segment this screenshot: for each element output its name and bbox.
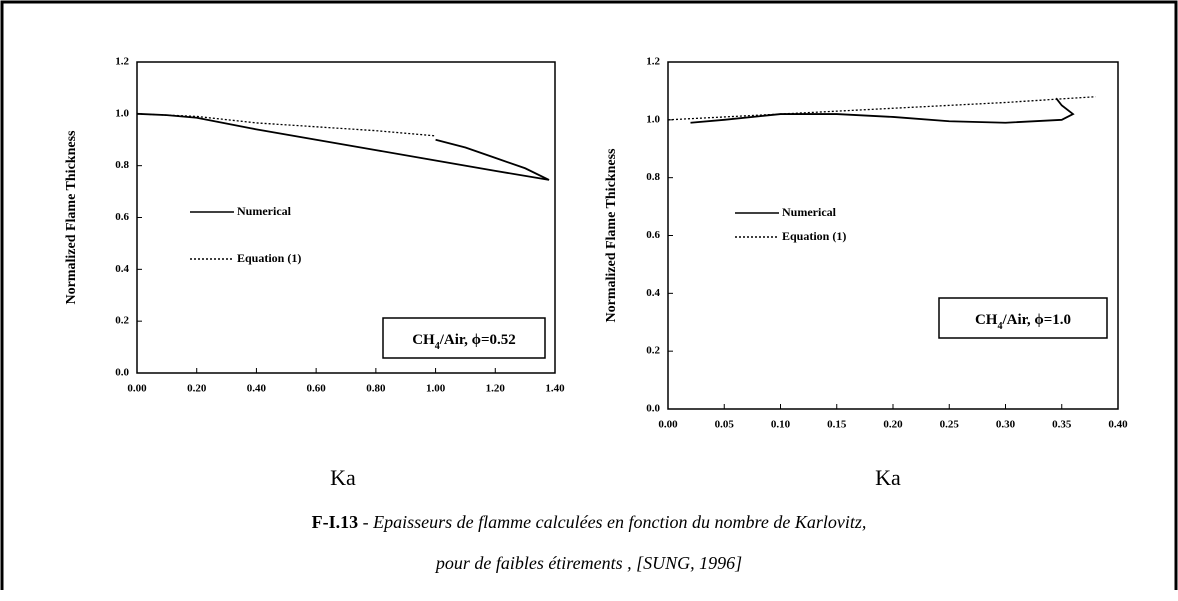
y-tick-label: 0.0 bbox=[646, 403, 660, 415]
x-tick-label: 0.35 bbox=[1052, 419, 1072, 431]
y-tick-label: 0.2 bbox=[115, 315, 129, 327]
x-axis-label: Ka bbox=[875, 465, 901, 490]
plot-frame bbox=[667, 61, 1119, 410]
x-tick-label: 1.20 bbox=[486, 383, 506, 395]
y-tick-label: 1.0 bbox=[115, 107, 129, 119]
y-tick-label: 0.6 bbox=[646, 229, 660, 241]
y-tick-label: 0.8 bbox=[646, 171, 660, 183]
annotation-box bbox=[938, 297, 1108, 339]
series-line bbox=[667, 96, 1096, 121]
x-tick-label: 0.40 bbox=[1108, 419, 1128, 431]
caption-label: F-I.13 bbox=[312, 512, 359, 532]
x-tick-label: 0.25 bbox=[940, 419, 960, 431]
y-tick-label: 1.2 bbox=[646, 56, 660, 68]
caption-separator: - bbox=[358, 512, 373, 532]
x-axis-label: Ka bbox=[330, 465, 356, 490]
y-tick-label: 0.2 bbox=[646, 345, 660, 357]
y-tick-label: 0.4 bbox=[646, 287, 660, 299]
annotation-part: CH bbox=[412, 332, 435, 348]
legend-label: Equation (1) bbox=[237, 251, 301, 265]
series-line bbox=[690, 97, 1075, 124]
x-tick-label: 0.80 bbox=[366, 383, 386, 395]
x-tick-label: 0.05 bbox=[715, 419, 735, 431]
legend-label: Numerical bbox=[782, 205, 837, 219]
annotation: CH4/Air, ϕ=1.0 bbox=[975, 312, 1071, 332]
series-line bbox=[136, 112, 550, 181]
annotation-part: CH bbox=[975, 312, 998, 328]
x-tick-label: 0.40 bbox=[247, 383, 267, 395]
x-tick-label: 0.15 bbox=[827, 419, 847, 431]
x-tick-label: 1.00 bbox=[426, 383, 446, 395]
legend-label: Numerical bbox=[237, 204, 292, 218]
y-tick-label: 1.0 bbox=[646, 113, 660, 125]
annotation-part: /Air, ϕ=0.52 bbox=[439, 332, 516, 348]
x-tick-label: 0.60 bbox=[307, 383, 327, 395]
caption-text: Epaisseurs de flamme calculées en foncti… bbox=[372, 512, 866, 532]
y-tick-label: 1.2 bbox=[115, 56, 129, 68]
legend-label: Equation (1) bbox=[782, 229, 846, 243]
y-tick-label: 0.4 bbox=[115, 263, 129, 275]
x-tick-label: 0.30 bbox=[996, 419, 1016, 431]
annotation-subscript: 4 bbox=[435, 341, 440, 352]
x-tick-label: 0.20 bbox=[187, 383, 207, 395]
series-line bbox=[136, 113, 436, 137]
x-tick-label: 0.20 bbox=[883, 419, 903, 431]
caption-line-1: F-I.13 - Epaisseurs de flamme calculées … bbox=[312, 512, 867, 532]
x-tick-label: 0.00 bbox=[658, 419, 678, 431]
annotation-box bbox=[382, 317, 546, 359]
annotation-subscript: 4 bbox=[997, 321, 1002, 332]
x-tick-label: 1.40 bbox=[545, 383, 565, 395]
x-tick-label: 0.10 bbox=[771, 419, 791, 431]
y-axis-label: Normalized Flame Thickness bbox=[64, 130, 79, 305]
annotation-part: /Air, ϕ=1.0 bbox=[1001, 312, 1071, 328]
x-tick-label: 0.00 bbox=[127, 383, 147, 395]
y-axis-label: Normalized Flame Thickness bbox=[604, 148, 619, 323]
y-tick-label: 0.6 bbox=[115, 211, 129, 223]
y-tick-label: 0.8 bbox=[115, 159, 129, 171]
caption-line-2: pour de faibles étirements , [SUNG, 1996… bbox=[434, 553, 742, 573]
plot-frame bbox=[136, 61, 556, 374]
annotation: CH4/Air, ϕ=0.52 bbox=[412, 332, 516, 352]
y-tick-label: 0.0 bbox=[115, 367, 129, 379]
